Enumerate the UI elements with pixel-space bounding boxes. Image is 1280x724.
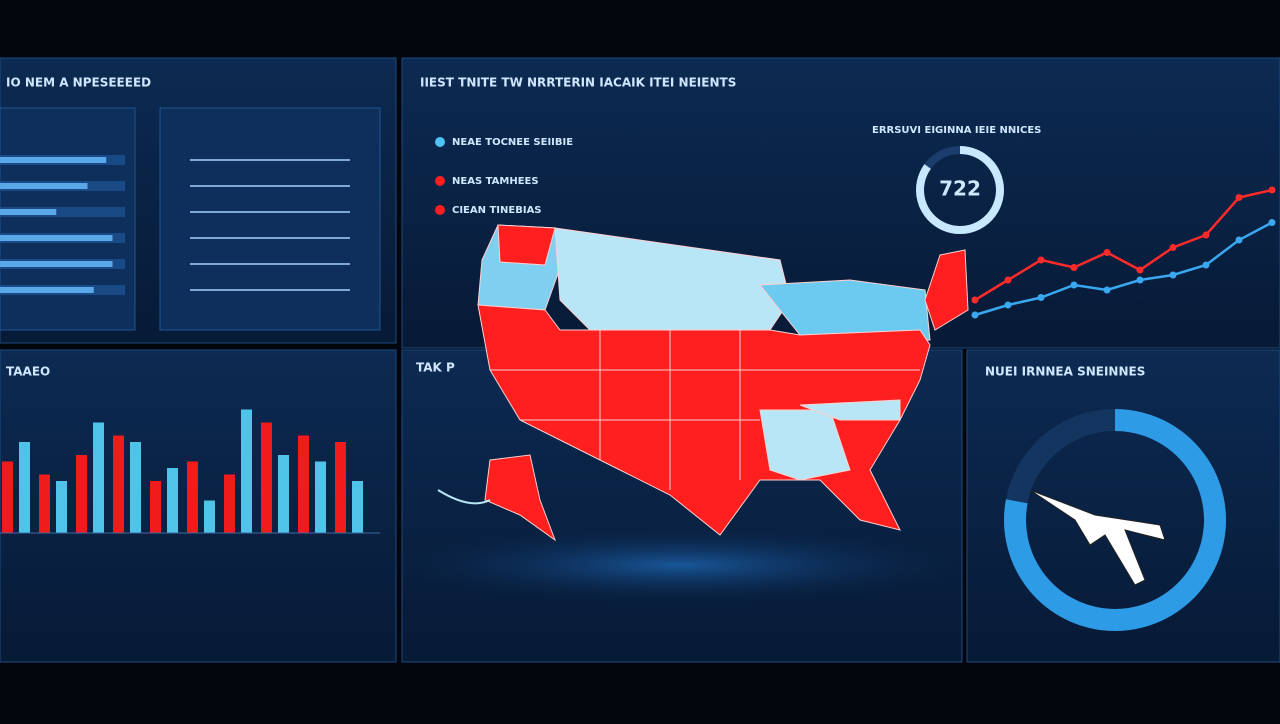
trend-point <box>1037 294 1045 301</box>
panel-title: IO NEM A NPESEEEED <box>6 76 151 90</box>
bar <box>315 461 326 533</box>
subpanel <box>159 107 381 331</box>
trend-title: ERRSUVI EIGINNA IEIE NNICES <box>872 125 1041 136</box>
bar <box>335 442 346 533</box>
trend-point <box>1169 271 1177 279</box>
trend-line <box>974 221 1273 317</box>
panel-title: IIEST TNITE TW NRRTERIN IACAIK ITEI NEIE… <box>420 76 736 90</box>
legend-label: NEAE TOCNEE SEIIBIE <box>452 137 573 148</box>
trend-point <box>1004 301 1012 309</box>
bar <box>352 481 363 533</box>
trend-point <box>971 311 979 319</box>
bar <box>187 461 198 533</box>
bar <box>261 422 272 533</box>
subpanel <box>0 107 136 331</box>
legend-dot <box>435 176 445 186</box>
progress-bar <box>0 235 113 241</box>
gauge-arc <box>916 146 1004 234</box>
trend-point <box>1235 194 1243 201</box>
bar <box>56 481 67 533</box>
trend-point <box>1136 266 1144 274</box>
progress-track <box>0 207 125 217</box>
hand-icon <box>1029 489 1166 586</box>
bar <box>93 422 104 533</box>
trend-point <box>1202 231 1210 239</box>
progress-bar <box>0 209 57 215</box>
trend-point <box>1070 281 1078 289</box>
trend-line <box>974 188 1273 302</box>
bar <box>39 474 50 533</box>
trend-point <box>1136 276 1144 284</box>
legend-dot <box>435 137 445 147</box>
trend-point <box>1037 256 1045 264</box>
glow <box>380 525 980 605</box>
map-note: TAK P <box>416 361 455 375</box>
bar <box>2 461 13 533</box>
bar <box>278 455 289 533</box>
ring-arc <box>1004 409 1226 631</box>
bar <box>167 468 178 533</box>
us-map <box>477 224 969 542</box>
bar <box>298 435 309 533</box>
panel-title: NUEI IRNNEA SNEINNES <box>985 365 1145 379</box>
legend-label: CIEAN TINEBIAS <box>452 205 542 216</box>
bar <box>204 500 215 533</box>
trend-point <box>1268 219 1276 226</box>
progress-bar <box>0 183 88 189</box>
trend-point <box>1169 244 1177 251</box>
island <box>437 489 491 505</box>
trend-point <box>971 296 979 304</box>
progress-bar <box>0 261 113 267</box>
gauge-label: 722 <box>939 177 981 201</box>
bar <box>130 442 141 533</box>
bar <box>19 442 30 533</box>
bar <box>224 474 235 533</box>
progress-bar <box>0 287 94 293</box>
trend-point <box>1070 264 1078 271</box>
panel-title: TAAEO <box>6 365 50 379</box>
trend-point <box>1103 286 1111 294</box>
legend-label: NEAS TAMHEES <box>452 176 539 187</box>
legend-dot <box>435 205 445 215</box>
bar <box>241 409 252 533</box>
trend-point <box>1103 249 1111 256</box>
trend-point <box>1202 261 1210 269</box>
sliders <box>190 159 350 291</box>
progress-bar <box>0 157 107 163</box>
bar <box>113 435 124 533</box>
trend-point <box>1004 276 1012 284</box>
bar <box>150 481 161 533</box>
trend-point <box>1235 236 1243 244</box>
trend-point <box>1268 186 1276 194</box>
bar <box>76 455 87 533</box>
